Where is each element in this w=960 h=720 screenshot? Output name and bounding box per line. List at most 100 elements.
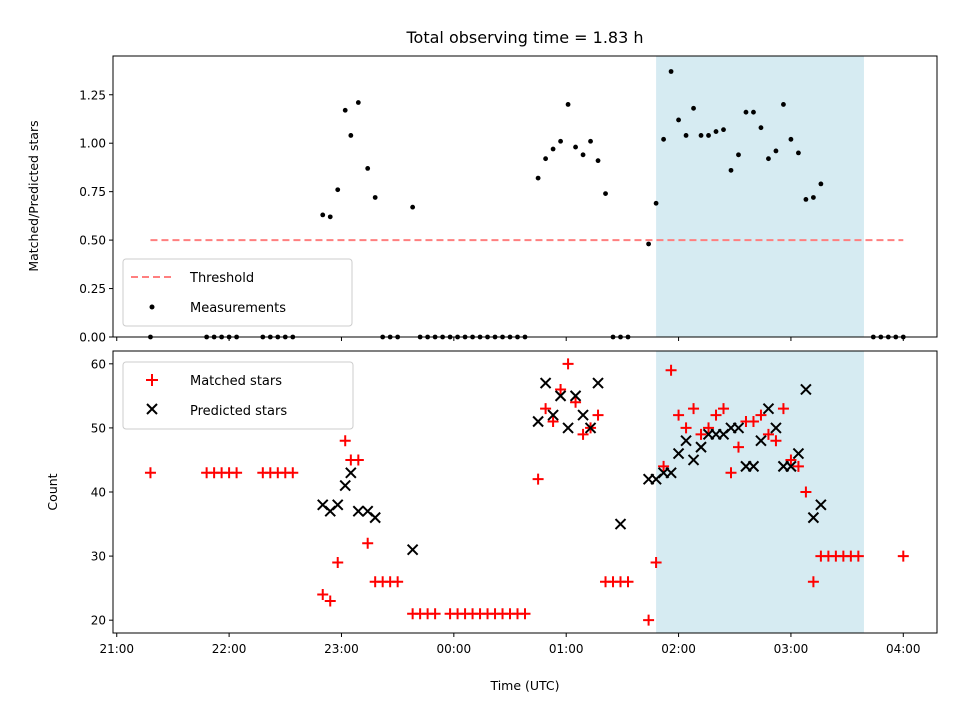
predicted-star-point bbox=[539, 377, 552, 389]
x-tick-label: 00:00 bbox=[437, 642, 472, 656]
x-tick-label: 21:00 bbox=[99, 642, 134, 656]
measurement-point bbox=[661, 136, 666, 142]
measurement-point bbox=[320, 212, 326, 218]
predicted-star-point bbox=[592, 377, 604, 389]
measurement-point bbox=[653, 200, 659, 206]
predicted-star-point bbox=[695, 441, 707, 453]
predicted-star-point bbox=[672, 447, 685, 460]
matched-star-point bbox=[352, 454, 364, 466]
measurement-point bbox=[327, 214, 333, 220]
matched-star-point bbox=[324, 595, 336, 607]
predicted-star-point bbox=[532, 415, 544, 428]
predicted-star-point bbox=[792, 447, 805, 460]
bottom-y-axis-label: Count bbox=[45, 473, 60, 510]
predicted-star-point bbox=[732, 422, 745, 434]
matched-star-point bbox=[643, 614, 655, 626]
predicted-stars-series bbox=[317, 377, 827, 556]
measurement-point bbox=[543, 156, 548, 162]
measurement-point bbox=[796, 150, 801, 156]
matched-star-point bbox=[673, 409, 685, 421]
measurement-point bbox=[646, 241, 651, 247]
matched-star-point bbox=[650, 557, 662, 568]
legend-measurements-swatch bbox=[149, 304, 155, 310]
matched-star-point bbox=[800, 486, 812, 498]
matched-star-point bbox=[144, 467, 156, 479]
matched-star-point bbox=[658, 460, 670, 472]
predicted-star-point bbox=[785, 460, 797, 473]
predicted-star-point bbox=[369, 511, 381, 524]
bottom-y-tick-label: 30 bbox=[91, 550, 106, 564]
measurement-point bbox=[348, 133, 354, 138]
matched-star-point bbox=[592, 409, 604, 421]
matched-star-point bbox=[665, 364, 677, 376]
matched-star-point bbox=[392, 576, 404, 588]
legend-measurements-label: Measurements bbox=[190, 301, 286, 316]
matched-star-point bbox=[807, 576, 819, 588]
x-tick-label: 02:00 bbox=[661, 642, 696, 656]
measurement-point bbox=[788, 136, 794, 142]
matched-star-point bbox=[362, 537, 374, 549]
measurement-point bbox=[355, 100, 361, 105]
measurement-point bbox=[698, 133, 704, 138]
legend-predicted-swatch bbox=[146, 403, 158, 415]
predicted-star-point bbox=[554, 390, 567, 402]
measurement-point bbox=[781, 102, 786, 107]
matched-star-point bbox=[725, 467, 737, 479]
measurement-point bbox=[818, 181, 824, 187]
top-y-tick-label: 0.75 bbox=[79, 185, 106, 199]
measurement-point bbox=[558, 138, 563, 144]
bottom-x-ticks: 21:00 22:00 23:00 00:00 01:00 02:00 03:00 04:00 bbox=[99, 633, 921, 656]
matched-star-point bbox=[703, 422, 715, 434]
predicted-star-point bbox=[755, 435, 767, 447]
measurement-point bbox=[728, 167, 734, 173]
matched-star-point bbox=[231, 467, 243, 479]
matched-star-point bbox=[622, 576, 634, 588]
measurement-point bbox=[691, 105, 696, 111]
measurement-point bbox=[573, 144, 578, 150]
predicted-star-point bbox=[339, 479, 351, 492]
top-shaded-span bbox=[656, 56, 864, 337]
predicted-star-point bbox=[406, 543, 419, 556]
matched-star-point bbox=[339, 435, 351, 447]
measurement-point bbox=[683, 133, 689, 138]
x-tick-label: 04:00 bbox=[886, 642, 921, 656]
legend-threshold-label: Threshold bbox=[189, 271, 254, 286]
matched-star-point bbox=[317, 589, 329, 601]
matched-star-point bbox=[532, 473, 544, 485]
measurement-point bbox=[550, 146, 556, 152]
top-y-axis-label: Matched/Predicted stars bbox=[26, 120, 41, 271]
matched-star-point bbox=[688, 403, 700, 415]
x-tick-label: 01:00 bbox=[549, 642, 584, 656]
predicted-star-point bbox=[680, 435, 692, 447]
top-y-tick-label: 1.25 bbox=[79, 88, 106, 102]
matched-star-point bbox=[897, 550, 909, 562]
measurement-point bbox=[595, 158, 601, 164]
matched-star-point bbox=[547, 416, 559, 427]
top-y-ticks: 0.00 0.25 0.50 0.75 1.00 1.25 bbox=[79, 88, 113, 345]
bottom-legend-box bbox=[122, 361, 354, 430]
predicted-star-point bbox=[762, 402, 775, 415]
matched-star-point bbox=[710, 409, 722, 421]
matched-star-point bbox=[718, 403, 730, 415]
matched-star-point bbox=[777, 403, 789, 415]
predicted-star-point bbox=[800, 383, 812, 396]
bottom-y-ticks: 20 30 40 50 60 bbox=[91, 357, 113, 628]
measurement-point bbox=[811, 195, 816, 200]
matched-star-point bbox=[770, 435, 782, 447]
x-axis-label: Time (UTC) bbox=[489, 678, 559, 693]
measurement-point bbox=[713, 129, 719, 134]
measurement-point bbox=[565, 102, 571, 107]
matched-star-point bbox=[332, 557, 344, 568]
predicted-star-point bbox=[584, 422, 597, 434]
bottom-panel: 20 30 40 50 60 21:00 22:00 23:00 00:00 01:00 02:0… bbox=[45, 350, 938, 693]
matched-star-point bbox=[555, 383, 567, 395]
legend-predicted-label: Predicted stars bbox=[190, 404, 287, 419]
measurement-point bbox=[758, 125, 764, 131]
predicted-star-point bbox=[352, 505, 365, 517]
predicted-star-point bbox=[577, 409, 589, 421]
measurement-point bbox=[766, 156, 771, 162]
measurement-point bbox=[410, 204, 416, 210]
predicted-star-point bbox=[665, 467, 677, 479]
bottom-legend: Matched stars Predicted stars bbox=[122, 361, 354, 430]
